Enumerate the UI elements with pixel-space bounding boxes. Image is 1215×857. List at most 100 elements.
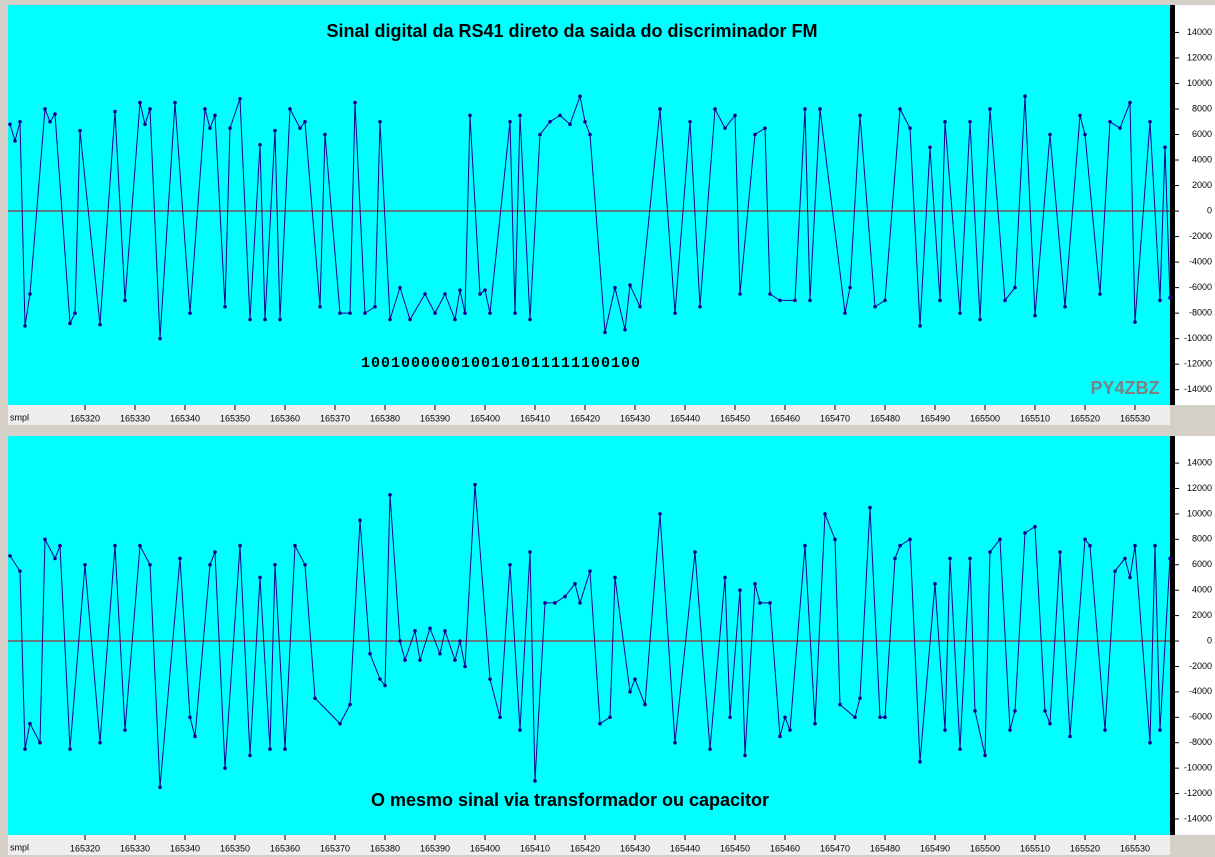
- x-tick-label: 165360: [270, 843, 300, 853]
- sample-dot: [68, 747, 72, 751]
- sample-dot: [353, 100, 357, 105]
- sample-dot: [138, 543, 142, 548]
- sample-dot: [443, 629, 447, 633]
- sample-dot: [453, 317, 457, 322]
- sample-dot: [443, 292, 447, 296]
- x-tick-label: 165370: [320, 413, 350, 423]
- sample-dot: [48, 119, 52, 124]
- y-tick-label: 10000: [1187, 508, 1212, 518]
- y-tick-label: 14000: [1187, 27, 1212, 37]
- sample-dot: [453, 658, 457, 662]
- x-tick-label: 165430: [620, 413, 650, 423]
- sample-dot: [738, 588, 742, 592]
- sample-dot: [1003, 298, 1007, 303]
- sample-dot: [918, 759, 922, 764]
- sample-dot: [278, 317, 282, 322]
- sample-dot: [338, 311, 342, 315]
- x-tick-label: 165400: [470, 413, 500, 423]
- sample-dot: [568, 122, 572, 127]
- y-tick-label: -10000: [1184, 333, 1212, 343]
- sample-dot: [758, 601, 762, 605]
- x-tick-label: 165430: [620, 843, 650, 853]
- sample-dot: [988, 107, 992, 111]
- sample-dot: [388, 493, 392, 497]
- y-tick-label: -6000: [1189, 712, 1212, 722]
- sample-dot: [613, 575, 617, 580]
- sample-dot: [968, 556, 972, 561]
- sample-dot: [803, 543, 807, 548]
- sample-dot: [1033, 313, 1037, 318]
- sample-dot: [373, 304, 377, 309]
- sample-dot: [188, 715, 192, 720]
- y-tick-label: 6000: [1192, 129, 1212, 139]
- sample-dot: [193, 734, 197, 739]
- sample-dot: [1063, 304, 1067, 309]
- sample-dot: [998, 537, 1002, 542]
- sample-dot: [203, 107, 207, 111]
- sample-dot: [613, 285, 617, 290]
- y-tick-label: -14000: [1184, 813, 1212, 823]
- sample-dot: [838, 702, 842, 707]
- sample-dot: [908, 126, 912, 130]
- sample-dot: [273, 562, 277, 567]
- sample-dot: [843, 311, 847, 315]
- sample-dot: [833, 537, 837, 542]
- sample-dot: [723, 575, 727, 580]
- sample-dot: [548, 119, 552, 124]
- sample-dot: [423, 292, 427, 296]
- sample-dot: [968, 119, 972, 124]
- sample-dot: [398, 639, 402, 643]
- sample-dot: [458, 639, 462, 643]
- sample-dot: [58, 543, 62, 548]
- sample-dot: [583, 119, 587, 124]
- sample-dot: [303, 119, 307, 124]
- sample-dot: [123, 728, 127, 732]
- y-axis-strip: [1175, 5, 1215, 405]
- sample-dot: [1098, 292, 1102, 296]
- sample-dot: [943, 728, 947, 732]
- sample-dot: [608, 715, 612, 720]
- sample-dot: [848, 285, 852, 290]
- sample-dot: [418, 658, 422, 662]
- sample-dot: [628, 283, 632, 287]
- sample-dot: [273, 128, 277, 133]
- sample-dot: [488, 677, 492, 681]
- x-tick-label: 165340: [170, 843, 200, 853]
- sample-dot: [928, 145, 932, 150]
- sample-dot: [508, 562, 512, 567]
- sample-dot: [743, 753, 747, 758]
- sample-dot: [883, 298, 887, 303]
- sample-dot: [1128, 575, 1132, 580]
- sample-dot: [158, 785, 162, 790]
- x-tick-label: 165390: [420, 843, 450, 853]
- sample-dot: [1108, 119, 1112, 124]
- sample-dot: [543, 601, 547, 605]
- sample-dot: [793, 298, 797, 303]
- sample-dot: [908, 537, 912, 542]
- x-tick-label: 165400: [470, 843, 500, 853]
- x-tick-label: 165490: [920, 413, 950, 423]
- sample-dot: [8, 554, 12, 558]
- sample-dot: [918, 324, 922, 328]
- watermark: PY4ZBZ: [1090, 378, 1159, 398]
- sample-dot: [673, 311, 677, 315]
- x-tick-label: 165440: [670, 843, 700, 853]
- sample-dot: [588, 569, 592, 573]
- sample-dot: [723, 126, 727, 130]
- sample-dot: [388, 317, 392, 322]
- sample-dot: [598, 721, 602, 726]
- sample-dot: [23, 324, 27, 328]
- sample-dot: [883, 715, 887, 720]
- sample-dot: [368, 651, 372, 656]
- sample-dot: [643, 702, 647, 707]
- y-tick-label: -2000: [1189, 231, 1212, 241]
- x-tick-label: 165510: [1020, 413, 1050, 423]
- bit-annotation: 1001000000100101011111100100: [361, 355, 641, 372]
- sample-dot: [1103, 728, 1107, 732]
- sample-dot: [578, 94, 582, 99]
- x-tick-label: 165320: [70, 843, 100, 853]
- sample-dot: [518, 113, 522, 118]
- cursor-bar: [1170, 436, 1175, 835]
- sample-dot: [1153, 543, 1157, 548]
- sample-dot: [518, 728, 522, 732]
